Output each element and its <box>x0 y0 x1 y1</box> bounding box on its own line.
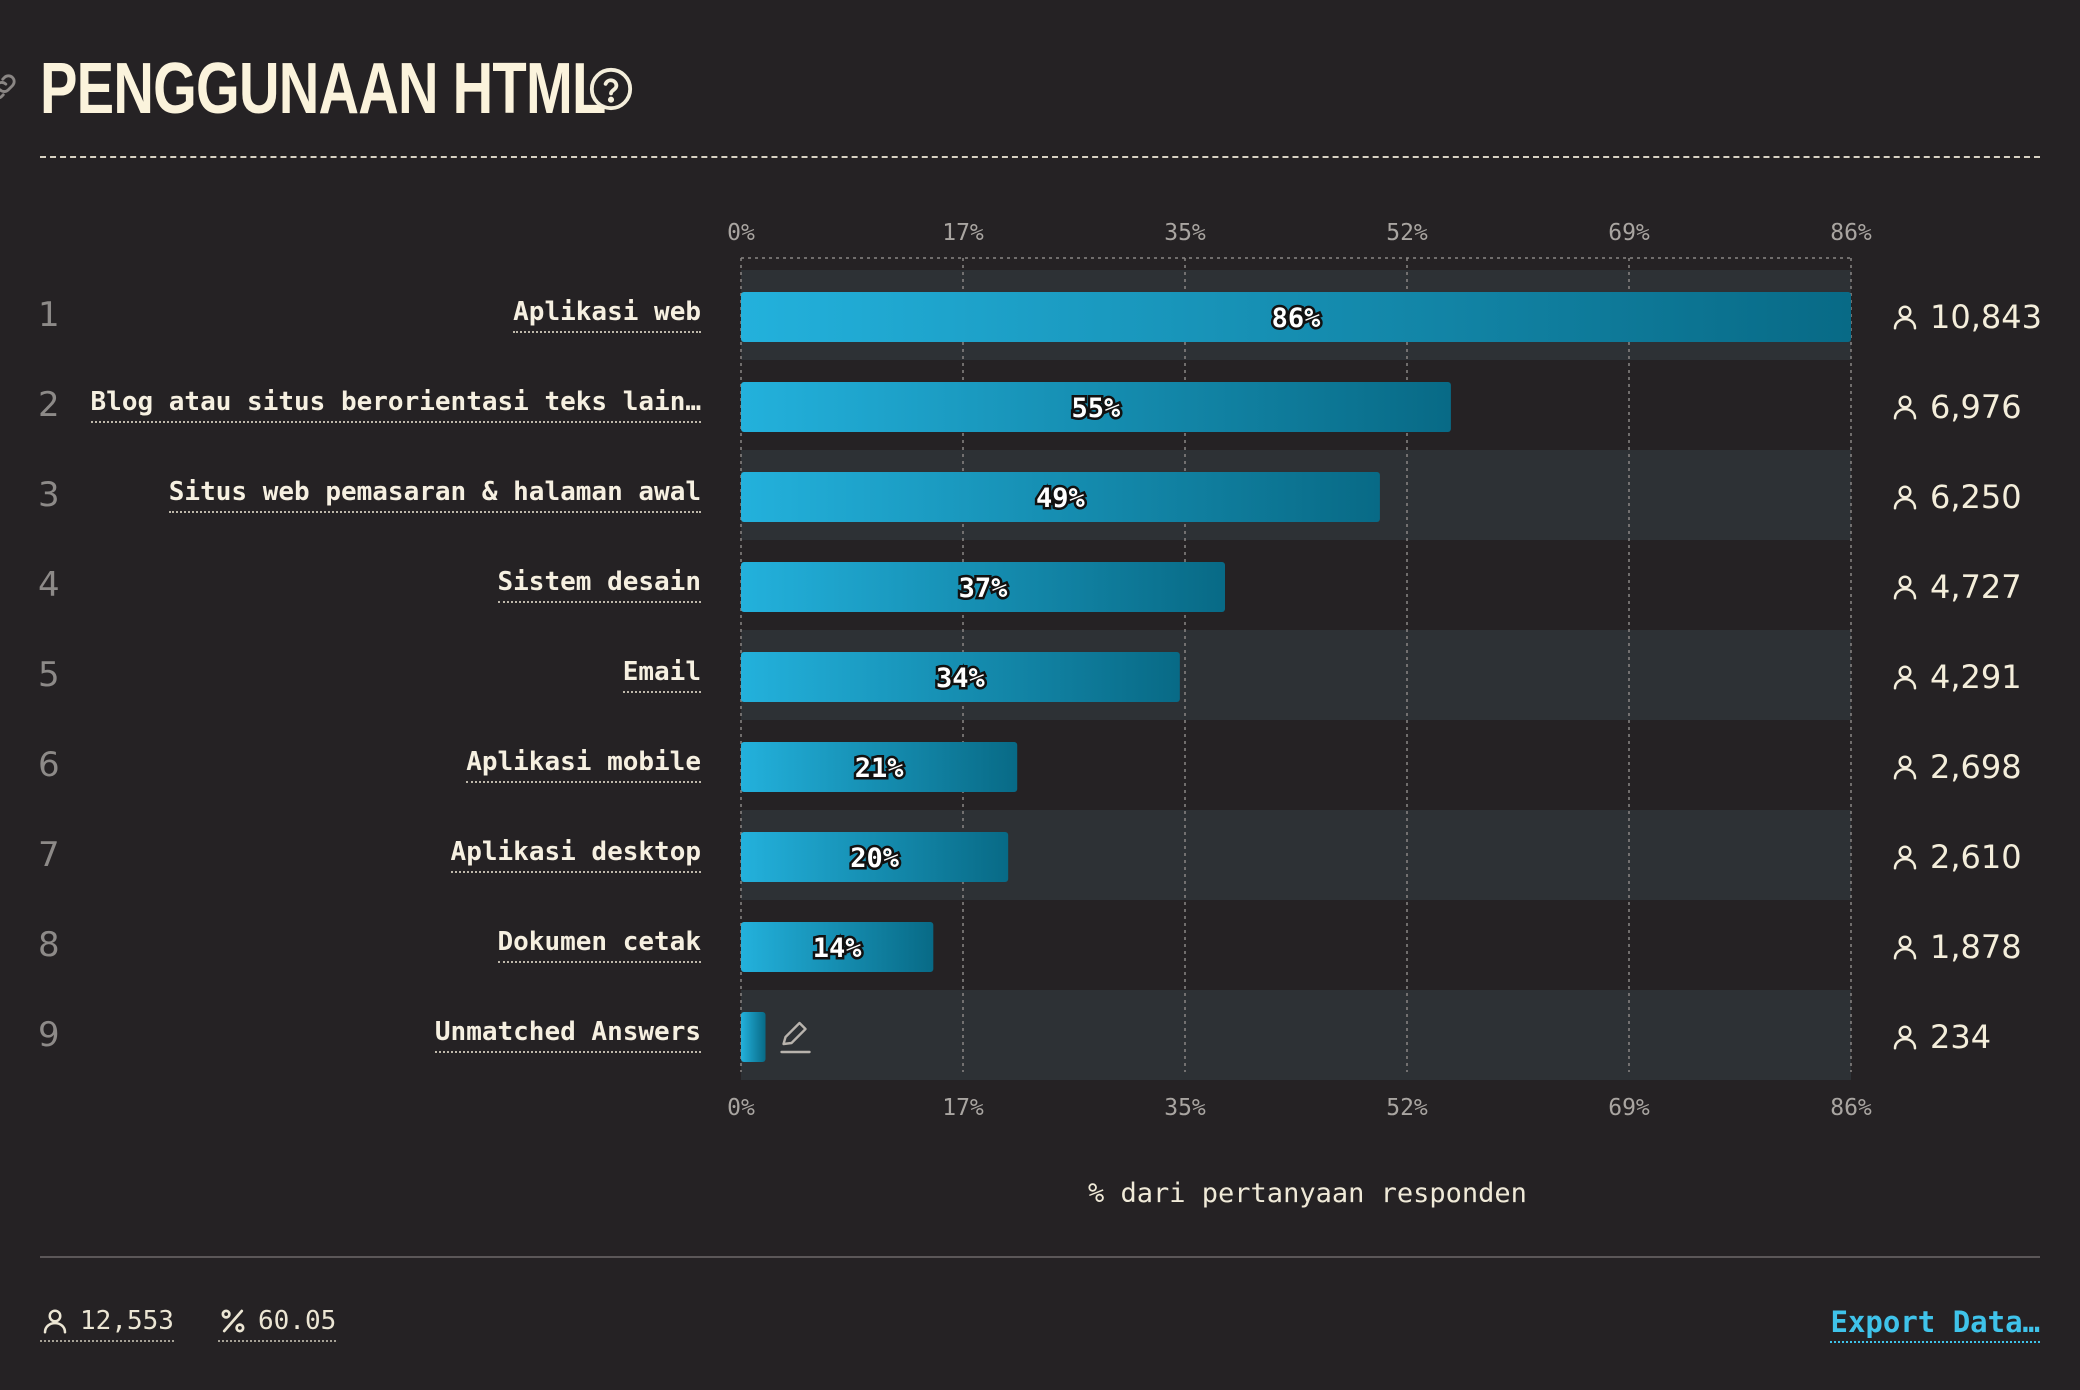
row-label[interactable]: Blog atau situs berorientasi teks lain… <box>90 385 701 423</box>
percentage-value: 60.05 <box>258 1306 337 1336</box>
row-respondent-count: 1,878 <box>1890 927 2022 967</box>
row-label[interactable]: Aplikasi web <box>513 295 701 333</box>
row-label[interactable]: Email <box>622 655 701 693</box>
x-tick-label-bottom: 52% <box>1386 1095 1428 1121</box>
user-icon <box>1893 1025 1917 1050</box>
x-tick-label-top: 69% <box>1608 220 1650 246</box>
x-tick-label-bottom: 0% <box>727 1095 755 1121</box>
row-label[interactable]: Dokumen cetak <box>497 925 701 963</box>
x-tick-label-top: 35% <box>1164 220 1206 246</box>
x-tick-label-top: 17% <box>942 220 984 246</box>
row-respondent-count: 2,610 <box>1890 837 2022 877</box>
bar-value-label: 34% <box>936 663 986 694</box>
row-respondent-count: 6,976 <box>1890 387 2022 427</box>
row-label[interactable]: Situs web pemasaran & halaman awal <box>168 475 701 513</box>
x-tick-label-top: 86% <box>1830 220 1872 246</box>
count-value: 2,698 <box>1930 748 2022 786</box>
x-tick-label-bottom: 69% <box>1608 1095 1650 1121</box>
row-rank: 8 <box>38 925 60 965</box>
row-respondent-count: 2,698 <box>1890 747 2022 787</box>
bar-value-label: 86% <box>1272 303 1322 334</box>
row-label[interactable]: Aplikasi mobile <box>466 745 701 783</box>
percentage-stat[interactable]: 60.05 <box>218 1306 337 1342</box>
user-icon <box>1893 755 1917 780</box>
row-rank: 5 <box>38 655 60 695</box>
user-icon <box>43 1309 67 1334</box>
bar <box>741 562 1226 612</box>
footer-divider <box>40 1256 2040 1258</box>
row-label[interactable]: Aplikasi desktop <box>450 835 701 873</box>
user-icon <box>1893 845 1917 870</box>
percent-icon <box>221 1309 245 1333</box>
row-respondent-count: 234 <box>1890 1017 1991 1057</box>
user-icon <box>1893 305 1917 330</box>
row-respondent-count: 10,843 <box>1890 297 2042 337</box>
row-rank: 9 <box>38 1015 60 1055</box>
bar-value-label: 49% <box>1036 483 1086 514</box>
bar-chart: 0% 0% 17% 17% 35% 35% 52% 52% 69% 69% 86% 86% 86% 55%… <box>727 220 1872 1121</box>
bar <box>741 742 1018 792</box>
row-label[interactable]: Unmatched Answers <box>434 1015 701 1053</box>
user-icon <box>1893 485 1917 510</box>
count-value: 4,727 <box>1930 568 2022 606</box>
count-value: 2,610 <box>1930 838 2022 876</box>
row-respondent-count: 4,291 <box>1890 657 2022 697</box>
row-stripe <box>741 990 1851 1080</box>
count-value: 6,250 <box>1930 478 2022 516</box>
count-value: 6,976 <box>1930 388 2022 426</box>
user-icon <box>1893 395 1917 420</box>
bar-value-label: 14% <box>813 933 863 964</box>
bar <box>741 832 1009 882</box>
row-respondent-count: 4,727 <box>1890 567 2022 607</box>
respondents-count: 12,553 <box>80 1306 174 1336</box>
title-divider <box>40 156 2040 158</box>
row-label[interactable]: Sistem desain <box>497 565 701 603</box>
bar <box>741 382 1451 432</box>
count-value: 234 <box>1930 1018 1992 1056</box>
row-rank: 6 <box>38 745 60 785</box>
bar-value-label: 37% <box>959 573 1009 604</box>
count-value: 4,291 <box>1930 658 2022 696</box>
row-rank: 7 <box>38 835 60 875</box>
x-tick-label-bottom: 35% <box>1164 1095 1206 1121</box>
row-rank: 4 <box>38 565 60 605</box>
row-rank: 3 <box>38 475 60 515</box>
page-title: PENGGUNAAN HTML <box>40 49 606 129</box>
help-circle-icon[interactable] <box>588 66 634 112</box>
row-rank: 1 <box>38 295 60 335</box>
user-icon <box>1893 575 1917 600</box>
bar-value-label: 55% <box>1072 393 1122 424</box>
export-data-link[interactable]: Export Data… <box>1830 1305 2040 1343</box>
link-icon[interactable] <box>0 70 20 104</box>
bar <box>741 1012 766 1062</box>
bar <box>741 472 1380 522</box>
count-value: 1,878 <box>1930 928 2022 966</box>
x-axis-title: % dari pertanyaan responden <box>1088 1178 1527 1209</box>
x-tick-label-top: 52% <box>1386 220 1428 246</box>
bar-value-label: 20% <box>850 843 900 874</box>
count-value: 10,843 <box>1930 298 2042 336</box>
respondents-stat[interactable]: 12,553 <box>40 1306 174 1342</box>
row-respondent-count: 6,250 <box>1890 477 2022 517</box>
x-tick-label-bottom: 86% <box>1830 1095 1872 1121</box>
x-tick-label-bottom: 17% <box>942 1095 984 1121</box>
pencil-icon <box>780 1021 811 1054</box>
bar <box>741 652 1180 702</box>
user-icon <box>1893 935 1917 960</box>
bar <box>741 292 1851 342</box>
bar-value-label: 21% <box>855 753 905 784</box>
row-rank: 2 <box>38 385 60 425</box>
user-icon <box>1893 665 1917 690</box>
x-tick-label-top: 0% <box>727 220 755 246</box>
bar <box>741 922 934 972</box>
